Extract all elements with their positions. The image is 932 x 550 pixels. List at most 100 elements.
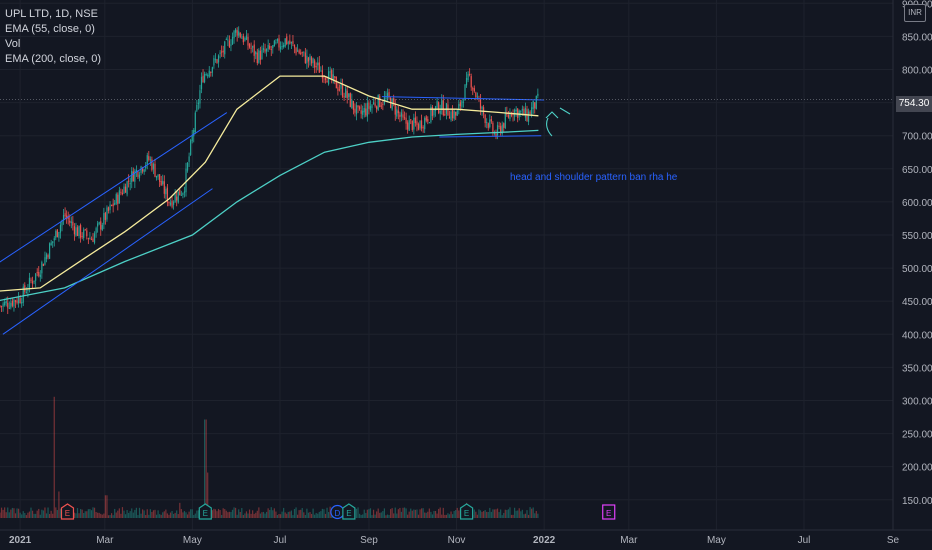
candle-body [55, 231, 57, 238]
volume-bar [276, 514, 279, 518]
volume-bar [242, 515, 244, 518]
volume-bar [258, 507, 260, 518]
candle-body [341, 83, 344, 97]
ema200-path [0, 129, 539, 302]
candle-body [36, 272, 38, 274]
volume-bar [514, 507, 516, 518]
ema200-legend[interactable]: EMA (200, close, 0) [5, 53, 101, 65]
earnings-marker[interactable]: E [60, 503, 75, 520]
volume-bar [216, 511, 218, 518]
symbol-title[interactable]: UPL LTD, 1D, NSE [5, 8, 98, 20]
volume-bar [14, 513, 17, 518]
time-axis[interactable]: 2021 Mar May Jul Sep Nov 2022 Mar May Jul Se [0, 529, 932, 546]
earnings-marker[interactable]: E [602, 504, 616, 520]
volume-bar [312, 508, 314, 518]
volume-bar [194, 513, 196, 518]
volume-bar [422, 508, 424, 518]
candle-body [317, 62, 319, 66]
candle-body [49, 243, 51, 259]
candle-body [495, 133, 497, 137]
time-tick-label: May [707, 535, 726, 546]
candle-body [207, 75, 209, 77]
candle-body [486, 121, 488, 123]
candle-body [354, 108, 356, 113]
volume-bar [131, 508, 133, 518]
volume-bar [235, 507, 237, 518]
candle-body [465, 78, 468, 86]
volume-legend[interactable]: Vol [5, 38, 21, 50]
volume-bar [233, 507, 235, 518]
volume-bar [225, 510, 227, 518]
candle-body [504, 113, 506, 129]
volume-bar [58, 491, 60, 518]
volume-bar [78, 513, 80, 518]
candle-body [427, 119, 429, 122]
volume-bar [87, 509, 89, 518]
candle-body [461, 100, 463, 107]
candle-body [414, 117, 416, 123]
candle-body [357, 105, 359, 108]
volume-bar [438, 508, 440, 518]
volume-bar [44, 507, 46, 518]
volume-bar [286, 513, 288, 518]
candle-body [53, 238, 55, 241]
candle-body [300, 52, 302, 54]
volume-bar [230, 511, 232, 518]
volume-bar [510, 514, 513, 518]
volume-bar [224, 509, 226, 518]
candle-body [14, 300, 17, 302]
volume-bar [523, 514, 525, 518]
text-annotation[interactable]: head and shoulder pattern ban rha he [510, 172, 678, 183]
candle-body [372, 102, 375, 105]
candle-body [180, 194, 182, 196]
volume-bar [86, 511, 88, 518]
candle-body [295, 48, 297, 54]
earnings-marker[interactable]: E [198, 503, 212, 520]
volume-bar [303, 512, 305, 518]
candle-body [515, 109, 517, 112]
candle-body [124, 186, 127, 193]
candle-body [66, 215, 68, 218]
volume-bar [166, 513, 168, 518]
volume-bar [400, 511, 403, 518]
candle-body [165, 188, 167, 195]
candle-body [100, 221, 102, 230]
candle-body [16, 300, 18, 303]
volume-bar [146, 509, 148, 518]
earnings-marker[interactable]: E [342, 503, 356, 520]
candle-body [134, 170, 136, 182]
earnings-marker[interactable]: E [460, 503, 474, 520]
volume-bar [244, 513, 246, 518]
ema55-line [0, 75, 539, 292]
volume-bar [149, 509, 151, 518]
ema55-legend[interactable]: EMA (55, close, 0) [5, 23, 95, 35]
candle-body [484, 114, 486, 123]
candle-body [210, 71, 212, 73]
volume-bar [326, 507, 328, 518]
volume-bar [452, 514, 454, 518]
dividend-marker[interactable]: D [330, 504, 345, 520]
volume-bar [115, 512, 117, 518]
candle-body [421, 120, 423, 129]
candle-body [115, 194, 117, 204]
volume-bar [112, 515, 114, 518]
price-tick-label: 850.00 [902, 32, 932, 43]
volume-bar [259, 513, 261, 518]
candle-body [475, 92, 477, 97]
time-tick-label: Jul [798, 535, 811, 546]
volume-bar [355, 508, 358, 518]
volume-bar [515, 510, 517, 518]
candle-body [90, 239, 93, 241]
candle-body [411, 120, 413, 131]
volume-bar [111, 513, 113, 518]
candle-body [324, 78, 327, 81]
time-tick-label: May [183, 535, 202, 546]
candle-body [183, 191, 186, 193]
candle-body [433, 109, 435, 116]
price-axis[interactable]: 900.00850.00800.00750.00700.00650.00600.… [892, 0, 932, 530]
volume-bar [278, 513, 280, 518]
volume-bar [180, 509, 182, 518]
currency-badge[interactable]: INR [904, 4, 926, 22]
